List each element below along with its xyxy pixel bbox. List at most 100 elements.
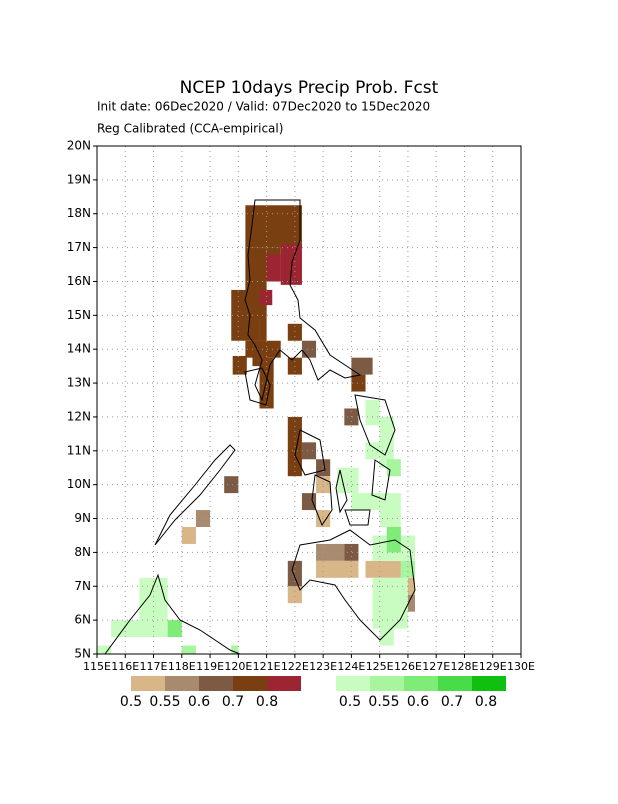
- y-tick-label: 13N: [67, 376, 91, 390]
- dry-cell: [351, 357, 373, 375]
- dry-legend-swatch: [165, 676, 199, 691]
- x-tick-label: 125E: [366, 660, 394, 673]
- legend-label: 0.5: [339, 694, 361, 710]
- dry-cell: [259, 289, 273, 306]
- y-tick-label: 15N: [67, 308, 91, 322]
- luzon: [244, 199, 362, 402]
- dry-cell: [224, 476, 239, 494]
- dry-cell: [181, 527, 196, 544]
- panay: [294, 429, 326, 476]
- legend-label: 0.6: [407, 694, 429, 710]
- wet-cell: [365, 400, 380, 426]
- wet-cell: [372, 577, 408, 629]
- x-tick-label: 124E: [337, 660, 365, 673]
- dry-cell: [245, 340, 281, 358]
- bohol: [344, 509, 371, 526]
- wet-cell: [111, 620, 168, 638]
- wet-legend-swatch: [404, 676, 438, 691]
- y-tick-label: 14N: [67, 342, 91, 356]
- dry-cell: [365, 560, 401, 578]
- x-tick-label: 119E: [196, 660, 224, 673]
- dry-legend-swatch: [233, 676, 267, 691]
- dry-legend-swatch: [267, 676, 301, 691]
- wet-cell: [167, 620, 182, 638]
- y-tick-label: 5N: [74, 647, 91, 661]
- dry-cell: [301, 493, 317, 511]
- dry-cell: [287, 586, 302, 604]
- y-tick-label: 9N: [74, 511, 91, 525]
- legend-label: 0.7: [441, 694, 463, 710]
- x-tick-label: 121E: [253, 660, 281, 673]
- x-tick-label: 118E: [168, 660, 196, 673]
- map-frame: [96, 145, 522, 655]
- dry-legend-swatch: [199, 676, 233, 691]
- subtitle: Init date: 06Dec2020 / Valid: 07Dec2020 …: [97, 100, 430, 114]
- x-tick-label: 127E: [422, 660, 450, 673]
- wet-cell: [379, 628, 394, 646]
- wet-cell: [351, 493, 380, 511]
- dry-legend-swatch: [131, 676, 165, 691]
- y-tick-label: 16N: [67, 274, 91, 288]
- wet-cell: [386, 527, 401, 553]
- dry-cell: [287, 323, 302, 341]
- cebu: [335, 469, 348, 514]
- leyte: [371, 459, 391, 501]
- y-tick-label: 7N: [74, 579, 91, 593]
- wet-cell: [386, 459, 401, 477]
- y-tick-label: 8N: [74, 545, 91, 559]
- title: NCEP 10days Precip Prob. Fcst: [180, 78, 439, 98]
- dry-cell: [301, 340, 317, 358]
- wet-legend-swatch: [336, 676, 370, 691]
- y-tick-label: 17N: [67, 240, 91, 254]
- x-tick-label: 122E: [281, 660, 309, 673]
- dry-cell: [287, 560, 302, 587]
- x-tick-label: 115E: [83, 660, 111, 673]
- x-tick-label: 130E: [507, 660, 535, 673]
- x-tick-label: 117E: [140, 660, 168, 673]
- wet-cell: [379, 416, 394, 468]
- legend-label: 0.55: [149, 694, 180, 710]
- dry-cell: [316, 510, 331, 527]
- dry-cell: [266, 254, 281, 282]
- dry-cell: [301, 442, 317, 460]
- y-tick-label: 18N: [67, 206, 91, 220]
- y-tick-label: 10N: [67, 477, 91, 491]
- mindanao: [291, 529, 416, 641]
- wet-cell: [97, 645, 112, 654]
- x-tick-label: 126E: [394, 660, 422, 673]
- wet-legend-swatch: [438, 676, 472, 691]
- dry-cell: [344, 543, 359, 561]
- y-tick-label: 12N: [67, 409, 91, 423]
- negros: [311, 474, 333, 527]
- y-tick-label: 20N: [67, 139, 91, 153]
- wet-cell: [337, 467, 359, 494]
- x-tick-label: 129E: [479, 660, 507, 673]
- legend-label: 0.55: [368, 694, 399, 710]
- legend-label: 0.6: [188, 694, 210, 710]
- wet-cell: [231, 645, 239, 654]
- dry-cell: [316, 459, 331, 477]
- legend-label: 0.5: [120, 694, 142, 710]
- legend-label: 0.8: [475, 694, 497, 710]
- borneo: [104, 573, 241, 655]
- y-tick-label: 19N: [67, 172, 91, 186]
- x-tick-label: 123E: [309, 660, 337, 673]
- x-tick-label: 120E: [224, 660, 252, 673]
- mindoro: [244, 367, 271, 406]
- x-tick-label: 116E: [111, 660, 139, 673]
- palawan: [154, 444, 236, 546]
- legend-label: 0.7: [222, 694, 244, 710]
- dry-cell: [232, 355, 247, 375]
- wet-legend-swatch: [370, 676, 404, 691]
- samar: [354, 394, 396, 456]
- wet-cell: [379, 493, 401, 527]
- y-tick-label: 6N: [74, 613, 91, 627]
- wet-legend-swatch: [472, 676, 506, 691]
- legend: 0.5 0.55 0.6 0.7 0.8 0.5 0.55 0.6 0.7 0.8: [120, 676, 506, 710]
- wet-cell: [139, 577, 168, 621]
- subtitle: Reg Calibrated (CCA-empirical): [97, 122, 283, 136]
- dry-cell: [245, 205, 302, 248]
- dry-cell: [316, 543, 345, 561]
